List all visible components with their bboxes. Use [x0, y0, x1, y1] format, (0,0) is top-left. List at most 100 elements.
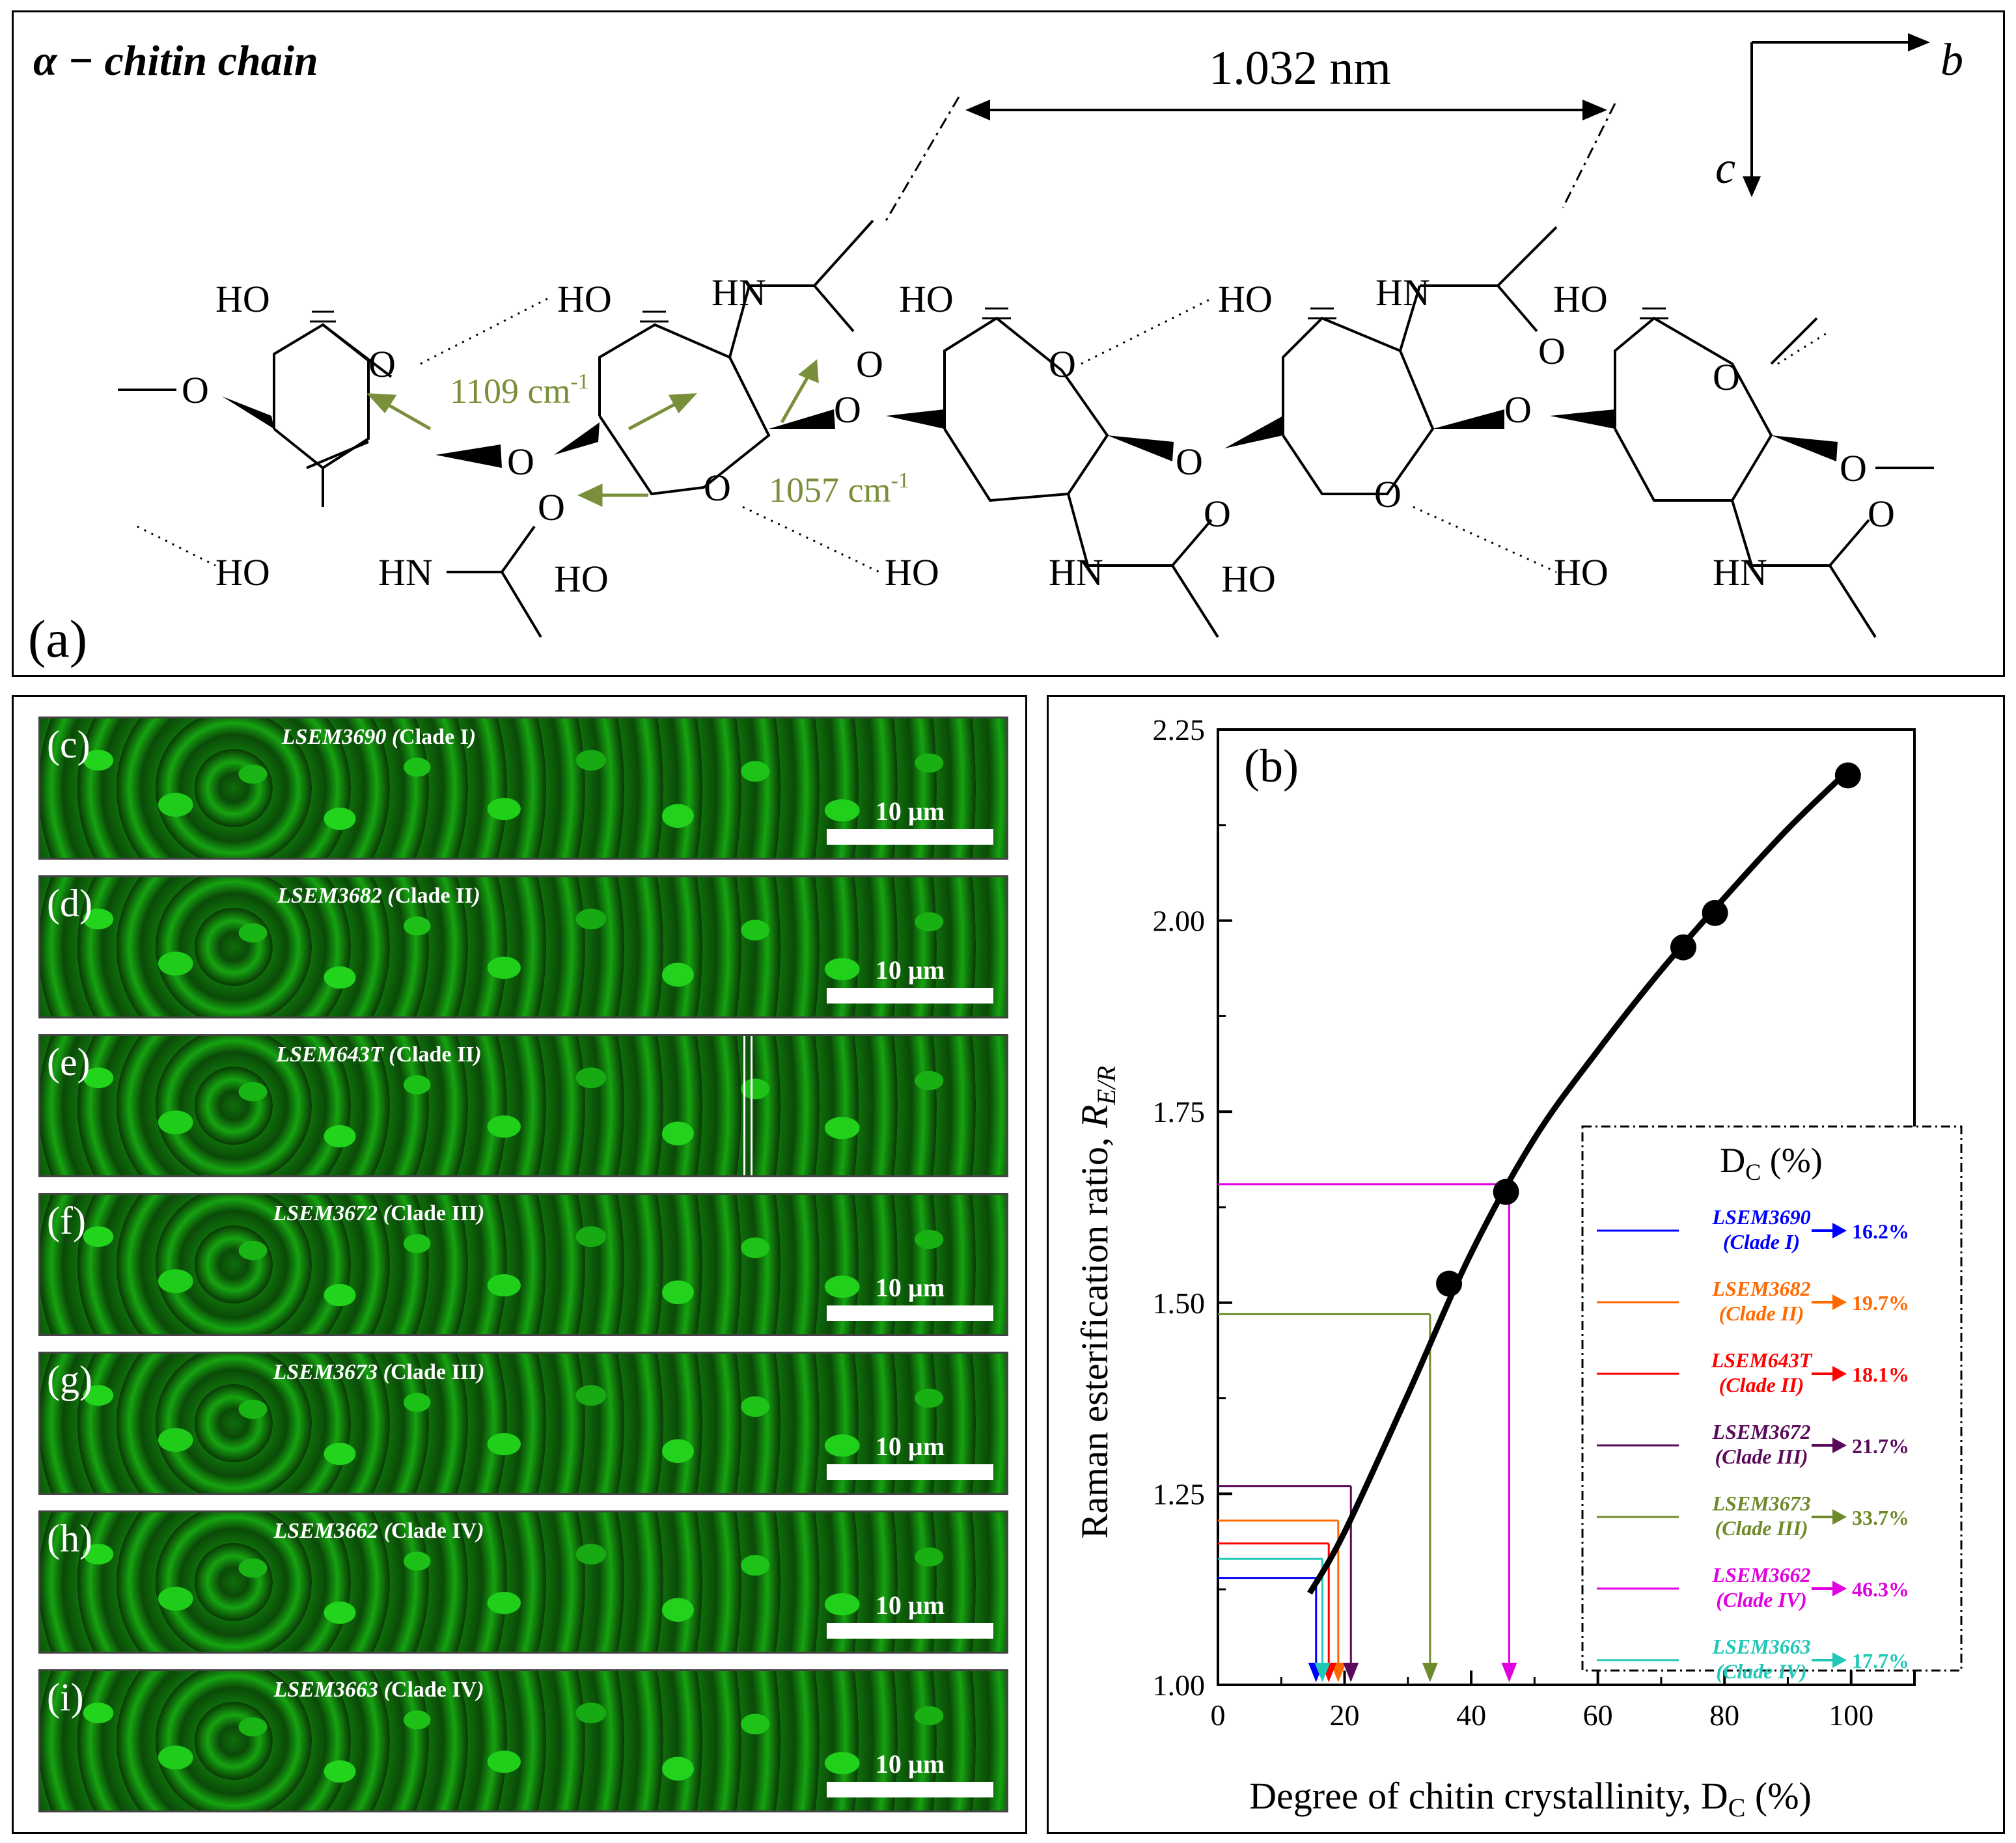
svg-text:HO: HO	[1221, 558, 1276, 600]
svg-text:HO: HO	[899, 278, 954, 320]
scale-bar-label: 10 µm	[875, 797, 945, 826]
stereo-wedges	[222, 396, 1838, 468]
glucosamine-ring-3	[943, 316, 1219, 638]
legend-sample-name: LSEM3672	[1711, 1420, 1810, 1443]
x-tick-label: 20	[1330, 1699, 1360, 1732]
x-tick-label: 60	[1583, 1699, 1613, 1732]
svg-text:O: O	[1049, 343, 1076, 385]
data-points	[1436, 762, 1861, 1297]
stereo-hatches	[310, 307, 1668, 323]
scale-bar	[827, 829, 993, 845]
strip-letter: (e)	[47, 1041, 90, 1084]
svg-text:HN: HN	[1375, 271, 1430, 314]
hydrogen-bonds	[137, 297, 1830, 573]
legend-box	[1581, 1125, 1963, 1672]
scale-bar-label: 10 µm	[875, 1590, 945, 1620]
atom-labels: HO HO HO HO HO HO HO HO HO HO HN HN HN H…	[182, 271, 1895, 600]
svg-text:O: O	[704, 467, 731, 509]
strip-label: LSEM3682 (Clade II)	[277, 884, 480, 908]
micrograph-strip: (d) LSEM3682 (Clade II) 10 µm	[38, 875, 1008, 1018]
legend-arrowhead	[1832, 1581, 1847, 1596]
x-tick-label: 40	[1456, 1699, 1486, 1732]
svg-text:O: O	[1538, 330, 1566, 372]
y-tick-label: 2.00	[1153, 905, 1206, 938]
legend-sample-clade: (Clade III)	[1715, 1516, 1808, 1540]
scale-bar-label: 10 µm	[875, 1749, 945, 1779]
axes-layer: 0 20 40 60 80 100 1.00 1.25 1.50 1.75 2.00 2.25	[1153, 713, 1916, 1732]
svg-text:HN: HN	[378, 551, 433, 594]
strip-label: LSEM3673 (Clade III)	[273, 1360, 485, 1384]
panel-b-chart: 0 20 40 60 80 100 1.00 1.25 1.50 1.75 2.00 2.25 (b)…	[1047, 695, 2005, 1834]
axis-b-label: b	[1940, 35, 1963, 85]
glucosamine-ring-5	[1614, 316, 1934, 638]
svg-text:O: O	[538, 486, 565, 528]
legend-dc-value: 19.7%	[1852, 1291, 1909, 1315]
legend-sample-clade: (Clade II)	[1719, 1373, 1804, 1397]
svg-text:HO: HO	[885, 551, 939, 594]
svg-text:O: O	[1374, 473, 1402, 515]
glucosamine-ring-2	[598, 219, 874, 496]
legend-arrowhead	[1832, 1652, 1847, 1668]
fit-curve	[1307, 765, 1853, 1595]
legend-arrowhead	[1832, 1438, 1847, 1453]
strip-letter: (h)	[47, 1517, 92, 1560]
strip-letter: (d)	[47, 882, 92, 925]
strip-letter: (c)	[47, 723, 90, 766]
data-point	[1670, 934, 1696, 961]
svg-text:O: O	[856, 343, 883, 385]
x-tick-label: 100	[1829, 1699, 1873, 1732]
strip-letter: (g)	[47, 1358, 92, 1401]
legend-dc-value: 21.7%	[1852, 1434, 1909, 1458]
legend-dc-value: 17.7%	[1852, 1649, 1909, 1672]
stitch-line	[743, 1036, 753, 1175]
legend-dc-value: 33.7%	[1852, 1506, 1909, 1529]
svg-text:HO: HO	[215, 278, 270, 320]
svg-text:HN: HN	[711, 271, 766, 314]
repeat-distance-arrow	[885, 96, 1616, 221]
y-tick-label: 2.25	[1153, 713, 1206, 746]
guide-arrowhead	[1343, 1663, 1359, 1682]
y-tick-label: 1.50	[1153, 1287, 1206, 1320]
strip-label: LSEM3690 (Clade I)	[281, 725, 476, 749]
legend-sample-name: LSEM3663	[1711, 1635, 1810, 1658]
svg-text:O: O	[368, 343, 396, 385]
data-point	[1436, 1270, 1463, 1297]
scale-bar	[827, 1782, 993, 1797]
y-axis-title: Raman esterification ratio, RE/R	[1073, 1066, 1121, 1539]
svg-text:HN: HN	[1049, 551, 1103, 594]
y-tick-label: 1.25	[1153, 1477, 1206, 1510]
strip-label: LSEM643T (Clade II)	[276, 1043, 482, 1067]
legend-dc-value: 18.1%	[1852, 1363, 1909, 1386]
svg-text:O: O	[1868, 493, 1895, 535]
strip-label: LSEM3662 (Clade IV)	[273, 1519, 484, 1543]
strip-letter: (i)	[47, 1676, 84, 1719]
micrograph-strip: (g) LSEM3673 (Clade III) 10 µm	[38, 1352, 1008, 1495]
guide-arrowhead	[1314, 1663, 1331, 1682]
legend-dc-value: 46.3%	[1852, 1577, 1909, 1601]
x-axis-title: Degree of chitin crystallinity, DC (%)	[1249, 1775, 1812, 1822]
legend-sample-clade: (Clade III)	[1715, 1445, 1808, 1468]
legend-sample-clade: (Clade IV)	[1716, 1659, 1807, 1683]
legend-arrowhead	[1832, 1294, 1847, 1310]
legend-sample-name: LSEM3662	[1711, 1563, 1810, 1587]
panel-b-letter: (b)	[1244, 740, 1299, 792]
repeat-distance-label: 1.032 nm	[1209, 42, 1391, 95]
svg-text:O: O	[1504, 389, 1532, 431]
svg-text:O: O	[1204, 493, 1231, 535]
micrograph-strip: (f) LSEM3672 (Clade III) 10 µm	[38, 1193, 1008, 1336]
legend-sample-clade: (Clade I)	[1723, 1230, 1800, 1253]
acetamide-ring-1	[447, 525, 542, 638]
legend-title: DC (%)	[1720, 1141, 1822, 1185]
micrograph-panel: (c) LSEM3690 (Clade I) 10 µm (d) LSEM368…	[12, 695, 1027, 1834]
data-point	[1834, 762, 1861, 789]
svg-text:O: O	[182, 369, 209, 411]
svg-text:HO: HO	[1218, 278, 1273, 320]
band-1057-label: 1057 cm-1	[769, 469, 909, 510]
y-tick-label: 1.00	[1153, 1669, 1206, 1702]
legend-sample-clade: (Clade IV)	[1716, 1588, 1807, 1611]
scale-bar-label: 10 µm	[875, 1432, 945, 1461]
guide-arrowhead	[1501, 1663, 1517, 1682]
scale-bar	[827, 988, 993, 1003]
scale-bar	[827, 1623, 993, 1639]
panel-a-letter: (a)	[28, 609, 87, 668]
